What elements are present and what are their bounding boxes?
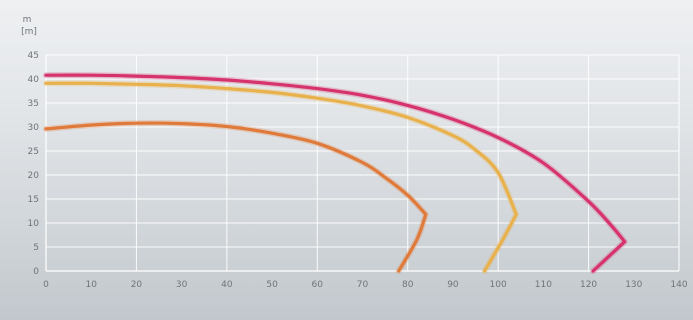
- y-tick-label: 45: [28, 51, 39, 61]
- x-tick-label: 100: [490, 280, 507, 290]
- x-tick-label: 10: [85, 280, 97, 290]
- series-line-1: [44, 73, 627, 273]
- series-line-2: [44, 81, 518, 273]
- series-line-3: [44, 121, 428, 273]
- x-tick-label: 110: [535, 280, 552, 290]
- x-tick-label: 80: [402, 280, 414, 290]
- x-tick-label: 140: [670, 280, 687, 290]
- y-tick-label: 0: [33, 267, 39, 277]
- x-tick-label: 70: [357, 280, 369, 290]
- x-tick-label: 130: [625, 280, 642, 290]
- series-line-glow: [43, 120, 429, 274]
- y-tick-label: 25: [28, 147, 39, 157]
- y-tick-label: 35: [28, 99, 39, 109]
- x-tick-label: 120: [580, 280, 597, 290]
- y-tick-label: 10: [28, 219, 40, 229]
- x-tick-label: 50: [266, 280, 278, 290]
- x-tick-label: 90: [447, 280, 459, 290]
- series-line-glow: [43, 80, 520, 274]
- x-tick-label: 60: [312, 280, 324, 290]
- x-tick-label: 30: [176, 280, 188, 290]
- y-axis-label-top: m: [23, 15, 32, 25]
- grid: [45, 54, 680, 272]
- y-tick-label: 15: [28, 195, 39, 205]
- y-tick-label: 30: [28, 123, 40, 133]
- x-tick-label: 0: [43, 280, 49, 290]
- y-axis-unit: [m]: [21, 27, 37, 37]
- series-lines: [43, 72, 628, 274]
- series-line-glow: [43, 72, 628, 274]
- y-tick-label: 20: [28, 171, 40, 181]
- tick-labels: 0 5 10 15 20 25 30 35 40 45 0 10 20 30 40 50 60 70 80 90 100…: [28, 51, 688, 290]
- x-tick-label: 40: [221, 280, 233, 290]
- y-tick-label: 5: [33, 243, 39, 253]
- y-tick-label: 40: [28, 75, 40, 85]
- x-tick-label: 20: [131, 280, 143, 290]
